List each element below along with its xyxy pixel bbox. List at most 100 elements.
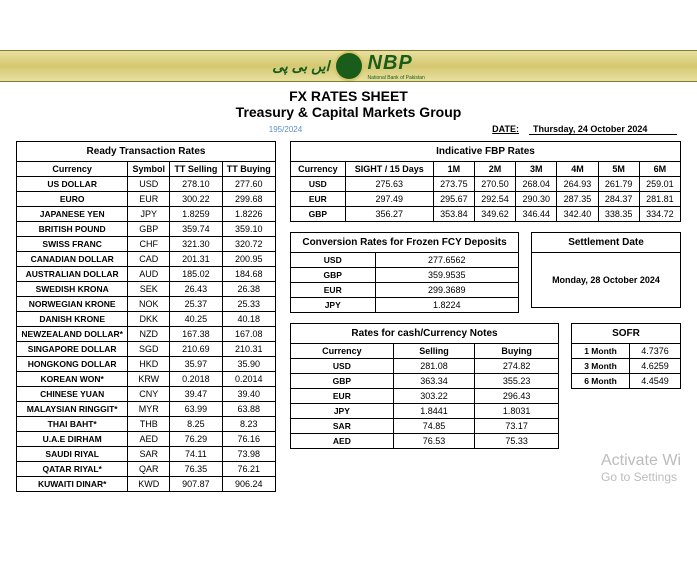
frozen-cell: GBP (291, 268, 376, 283)
frozen-cell: USD (291, 253, 376, 268)
fbp-col-7: 6M (639, 162, 680, 177)
fbp-cell: 356.27 (345, 207, 433, 222)
ready-cell: 35.90 (222, 357, 275, 372)
ready-row: SINGAPORE DOLLARSGD210.69210.31 (17, 342, 276, 357)
fbp-title: Indicative FBP Rates (291, 142, 681, 162)
frozen-row: JPY1.8224 (291, 298, 519, 313)
fbp-cell: USD (291, 177, 346, 192)
sofr-cell: 6 Month (572, 374, 630, 389)
ready-title: Ready Transaction Rates (17, 142, 276, 162)
cash-cell: 73.17 (475, 419, 559, 434)
row-cash-sofr: Rates for cash/Currency Notes CurrencySe… (290, 323, 681, 449)
ready-cell: CHF (128, 237, 170, 252)
frozen-cell: 359.9535 (375, 268, 519, 283)
ready-cell: 359.10 (222, 222, 275, 237)
ready-cell: 907.87 (170, 477, 222, 492)
cash-cell: USD (291, 359, 394, 374)
ready-cell: KUWAITI DINAR* (17, 477, 128, 492)
ready-row: HONGKONG DOLLARHKD35.9735.90 (17, 357, 276, 372)
ready-cell: USD (128, 177, 170, 192)
ready-row: DANISH KRONEDKK40.2540.18 (17, 312, 276, 327)
ready-header-row: CurrencySymbolTT SellingTT Buying (17, 162, 276, 177)
ready-cell: 201.31 (170, 252, 222, 267)
ready-cell: CNY (128, 387, 170, 402)
fbp-cell: 338.35 (598, 207, 639, 222)
ready-cell: 0.2014 (222, 372, 275, 387)
cash-row: SAR74.8573.17 (291, 419, 559, 434)
cash-cell: 296.43 (475, 389, 559, 404)
ready-cell: 76.29 (170, 432, 222, 447)
fbp-col-4: 3M (516, 162, 557, 177)
ready-col-0: Currency (17, 162, 128, 177)
ready-cell: 63.88 (222, 402, 275, 417)
fbp-col-2: 1M (433, 162, 474, 177)
ready-cell: 35.97 (170, 357, 222, 372)
ref-number: 195/2024 (269, 125, 302, 134)
cash-cell: 281.08 (393, 359, 475, 374)
header-band: ایں بی پی NBP National Bank of Pakistan (0, 50, 697, 82)
ready-cell: 73.98 (222, 447, 275, 462)
col-left: Ready Transaction Rates CurrencySymbolTT… (16, 141, 276, 492)
ready-cell: KWD (128, 477, 170, 492)
ready-cell: JAPANESE YEN (17, 207, 128, 222)
fbp-cell: 268.04 (516, 177, 557, 192)
cash-col-2: Buying (475, 344, 559, 359)
ready-cell: 26.38 (222, 282, 275, 297)
ready-cell: 39.47 (170, 387, 222, 402)
ready-row: NEWZEALAND DOLLAR*NZD167.38167.08 (17, 327, 276, 342)
ready-row: JAPANESE YENJPY1.82591.8226 (17, 207, 276, 222)
ready-row: SWEDISH KRONASEK26.4326.38 (17, 282, 276, 297)
cash-cell: JPY (291, 404, 394, 419)
logo-block: ایں بی پی NBP National Bank of Pakistan (272, 52, 425, 81)
cash-cell: SAR (291, 419, 394, 434)
ready-cell: 76.35 (170, 462, 222, 477)
ready-cell: 167.08 (222, 327, 275, 342)
cash-cell: EUR (291, 389, 394, 404)
fbp-cell: 346.44 (516, 207, 557, 222)
ready-cell: 76.21 (222, 462, 275, 477)
fbp-cell: 261.79 (598, 177, 639, 192)
fbp-col-6: 5M (598, 162, 639, 177)
ready-cell: 185.02 (170, 267, 222, 282)
col-right: Indicative FBP Rates CurrencySIGHT / 15 … (290, 141, 681, 449)
ready-row: AUSTRALIAN DOLLARAUD185.02184.68 (17, 267, 276, 282)
cash-cell: 75.33 (475, 434, 559, 449)
ready-row: BRITISH POUNDGBP359.74359.10 (17, 222, 276, 237)
ready-row: QATAR RIYAL*QAR76.3576.21 (17, 462, 276, 477)
fbp-cell: 290.30 (516, 192, 557, 207)
sofr-row: 3 Month4.6259 (572, 359, 681, 374)
ready-row: US DOLLARUSD278.10277.60 (17, 177, 276, 192)
ready-row: THAI BAHT*THB8.258.23 (17, 417, 276, 432)
ready-cell: 277.60 (222, 177, 275, 192)
fbp-cell: 264.93 (557, 177, 598, 192)
fbp-cell: 297.49 (345, 192, 433, 207)
frozen-cell: 299.3689 (375, 283, 519, 298)
ready-cell: 167.38 (170, 327, 222, 342)
ready-cell: AUD (128, 267, 170, 282)
page: ایں بی پی NBP National Bank of Pakistan … (0, 50, 697, 508)
fbp-cell: 259.01 (639, 177, 680, 192)
ready-cell: 200.95 (222, 252, 275, 267)
cash-cell: AED (291, 434, 394, 449)
sofr-cell: 4.4549 (630, 374, 681, 389)
ready-cell: 40.25 (170, 312, 222, 327)
ready-cell: AUSTRALIAN DOLLAR (17, 267, 128, 282)
sofr-cell: 1 Month (572, 344, 630, 359)
ready-cell: SAUDI RIYAL (17, 447, 128, 462)
fbp-cell: 292.54 (474, 192, 515, 207)
ready-cell: NZD (128, 327, 170, 342)
fbp-col-1: SIGHT / 15 Days (345, 162, 433, 177)
fbp-cell: 287.35 (557, 192, 598, 207)
fbp-cell: 334.72 (639, 207, 680, 222)
fbp-cell: 273.75 (433, 177, 474, 192)
frozen-row: USD277.6562 (291, 253, 519, 268)
frozen-cell: 1.8224 (375, 298, 519, 313)
cash-cell: 303.22 (393, 389, 475, 404)
cash-cell: 355.23 (475, 374, 559, 389)
cash-row: GBP363.34355.23 (291, 374, 559, 389)
ready-cell: 320.72 (222, 237, 275, 252)
logo-circle-icon (336, 53, 362, 79)
ready-cell: 1.8226 (222, 207, 275, 222)
ready-cell: NORWEGIAN KRONE (17, 297, 128, 312)
cash-row: JPY1.84411.8031 (291, 404, 559, 419)
